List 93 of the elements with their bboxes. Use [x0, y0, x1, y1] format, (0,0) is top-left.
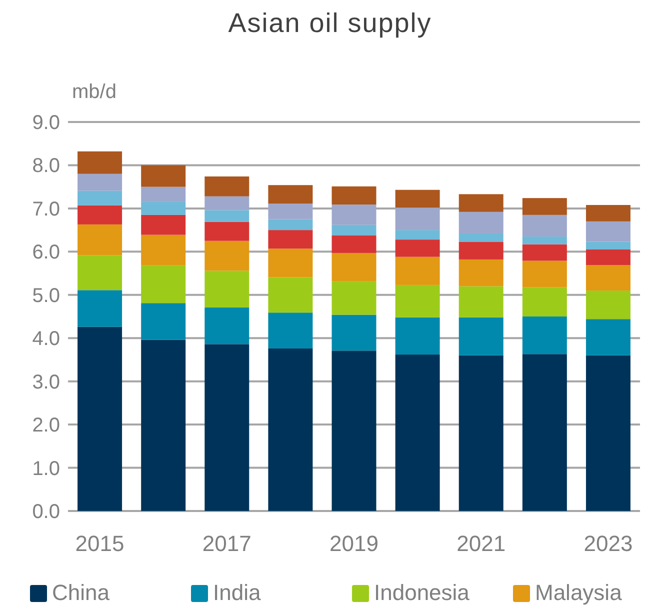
bar [332, 350, 376, 511]
bar [78, 255, 122, 290]
bar [78, 190, 122, 206]
bar [395, 230, 440, 240]
y-tick-label: 0.0 [32, 501, 60, 523]
bar [78, 224, 122, 256]
bar [458, 355, 504, 511]
bar [78, 151, 122, 174]
bar [268, 219, 313, 230]
bar [522, 214, 567, 237]
bar [586, 242, 630, 250]
bar [204, 210, 250, 222]
bar [204, 196, 250, 210]
bar [586, 221, 630, 242]
bar [268, 185, 313, 204]
bar [204, 270, 250, 308]
bar [268, 230, 313, 249]
bar [332, 235, 376, 253]
bar [78, 174, 122, 191]
y-tick-label: 4.0 [32, 328, 60, 350]
bar [395, 284, 440, 318]
bar [141, 202, 186, 215]
bar [522, 236, 567, 244]
bar [586, 319, 630, 356]
y-tick-label: 2.0 [32, 414, 60, 437]
y-tick-label: 6.0 [32, 242, 60, 264]
bar [141, 186, 186, 202]
y-tick-label: 8.0 [32, 155, 60, 178]
bar [522, 354, 567, 511]
bar [458, 286, 504, 318]
bar [458, 242, 504, 260]
bar [268, 312, 313, 348]
bar [204, 307, 250, 344]
bar [395, 256, 440, 285]
bar [458, 317, 504, 356]
bar [141, 214, 186, 235]
y-tick-label: 9.0 [32, 112, 60, 134]
y-tick-label: 1.0 [32, 458, 60, 480]
x-tick-label: 2015 [75, 531, 124, 556]
legend-label: Malaysia [535, 580, 623, 605]
bar [458, 212, 504, 234]
bar [204, 240, 250, 271]
x-tick-label: 2019 [330, 531, 378, 556]
bar [268, 348, 313, 511]
bar [268, 248, 313, 278]
bar [332, 281, 376, 315]
y-tick-label: 3.0 [32, 371, 60, 394]
bar [141, 340, 186, 511]
y-axis-title: mb/d [72, 81, 116, 103]
y-tick-label: 7.0 [32, 198, 60, 220]
bar [522, 244, 567, 261]
bar [522, 198, 567, 215]
bar [395, 190, 440, 208]
bar [268, 277, 313, 313]
bar [332, 252, 376, 282]
bar [141, 234, 186, 266]
bar [204, 344, 250, 511]
x-tick-label: 2017 [202, 531, 252, 556]
bar [522, 260, 567, 288]
bar [458, 194, 504, 212]
bar [332, 224, 376, 236]
bar [78, 290, 122, 327]
legend-label: India [213, 580, 262, 605]
bar [522, 316, 567, 354]
x-tick-label: 2021 [456, 531, 506, 556]
bar [268, 204, 313, 220]
bar [458, 259, 504, 286]
bar [332, 204, 376, 225]
bar [586, 250, 630, 266]
x-tick-label: 2023 [584, 531, 633, 556]
bar [586, 265, 630, 291]
y-tick-label: 5.0 [32, 284, 60, 307]
bar [204, 176, 250, 196]
bar [141, 265, 186, 304]
bar [395, 240, 440, 257]
bar [204, 222, 250, 241]
bar [78, 205, 122, 224]
bar [586, 204, 630, 222]
bar [458, 234, 504, 242]
legend-label: China [52, 580, 110, 605]
legend-label: Indonesia [374, 580, 470, 605]
bar [586, 290, 630, 320]
bar [395, 208, 440, 230]
bar [395, 317, 440, 355]
bar [522, 287, 567, 316]
bar [332, 314, 376, 351]
bar [141, 303, 186, 340]
bar [395, 354, 440, 511]
bar [586, 355, 630, 511]
bar [141, 165, 186, 187]
bar [332, 186, 376, 205]
chart-title: Asian oil supply [228, 8, 432, 38]
bar [78, 326, 122, 511]
